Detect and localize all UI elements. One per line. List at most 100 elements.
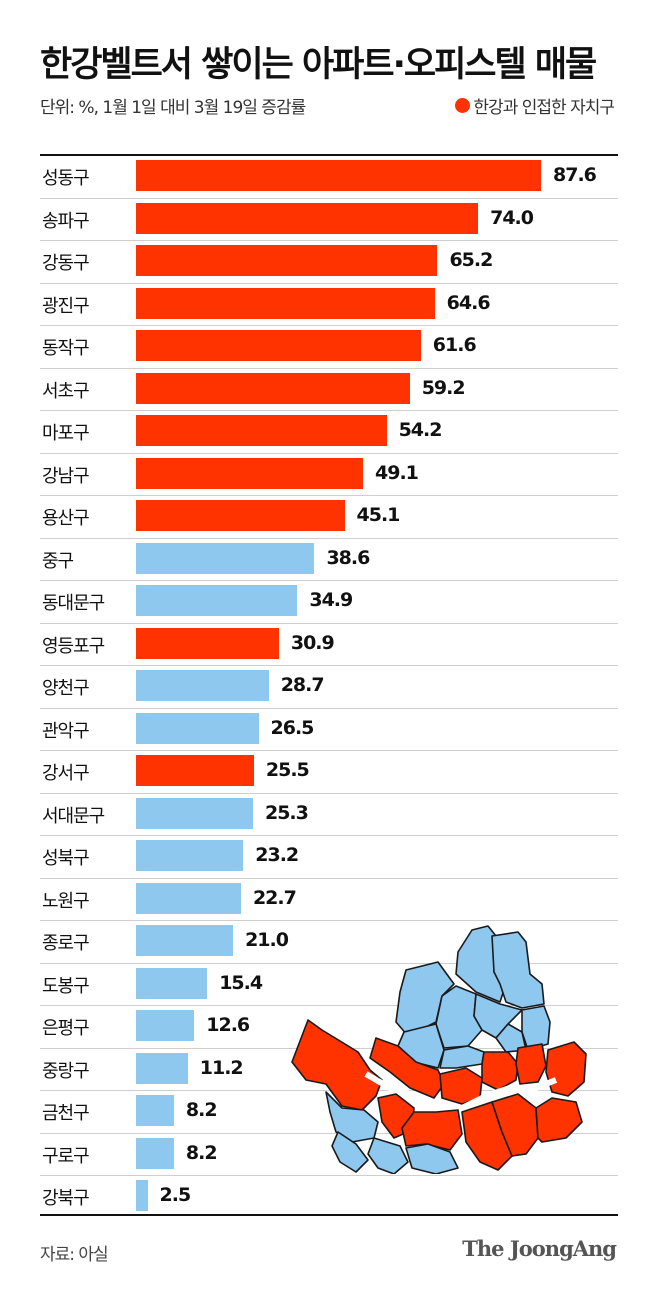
value-label: 11.2 (199, 1056, 244, 1079)
source-note: 자료: 아실 (40, 1245, 109, 1265)
value-label: 8.2 (185, 1099, 218, 1121)
value-label: 21.0 (245, 929, 289, 951)
value-label: 87.6 (553, 164, 597, 186)
bar-other (136, 1052, 188, 1084)
bar-other (136, 585, 298, 616)
category-label: 강남구 (42, 465, 90, 487)
category-label: 서초구 (42, 380, 90, 402)
bar-row: 종로구 21.0 (40, 921, 618, 964)
bar-other (136, 670, 269, 701)
bar-row: 노원구 22.7 (40, 879, 618, 921)
bar-row: 성동구 87.6 (40, 156, 618, 199)
bar-adjacent (136, 372, 410, 404)
bar-row: 송파구 74.0 (40, 199, 618, 241)
category-label: 성동구 (42, 168, 90, 189)
legend-dot-icon (455, 98, 471, 113)
category-label: 동대문구 (42, 593, 105, 614)
category-label: 중랑구 (42, 1060, 90, 1082)
bar-row: 중구 38.6 (40, 539, 618, 581)
bar-adjacent (136, 160, 541, 191)
bar-other (136, 967, 208, 999)
category-label: 송파구 (42, 210, 90, 232)
category-label: 종로구 (42, 933, 90, 954)
bar-row: 구로구 8.2 (40, 1134, 618, 1176)
brand-logo: The JoongAng (462, 1236, 617, 1261)
value-label: 59.2 (421, 376, 466, 399)
chart-subtitle: 단위: %, 1월 1일 대비 3월 19일 증감률 (40, 98, 306, 118)
bar-row: 동작구 61.6 (40, 326, 618, 369)
seoul-map-icon (291, 925, 587, 1174)
bar-other (136, 542, 315, 574)
bar-adjacent (136, 202, 479, 234)
bar-row: 서초구 59.2 (40, 369, 618, 411)
bar-row: 강동구 65.2 (40, 241, 618, 284)
value-label: 74.0 (490, 206, 534, 229)
value-label: 30.9 (290, 631, 335, 654)
bar-other (136, 1095, 174, 1126)
bar-adjacent (136, 330, 421, 361)
chart-title: 한강벨트서 쌓이는 아파트·오피스텔 매물 (40, 45, 597, 85)
value-label: 28.7 (280, 674, 325, 696)
bar-row: 강남구 49.1 (40, 454, 618, 496)
bar-chart: 성동구 87.6 송파구 74.0 강동구 65.2 광진구 64.6 동작구 61.6 서초구 59… (40, 156, 618, 1219)
bar-row: 동대문구 34.9 (40, 581, 618, 624)
category-label: 은평구 (42, 1018, 90, 1039)
category-label: 영등포구 (42, 635, 105, 657)
category-label: 중구 (42, 550, 74, 572)
value-label: 45.1 (356, 504, 401, 526)
bar-other (136, 712, 259, 744)
category-label: 도봉구 (42, 975, 90, 997)
bar-other (136, 1180, 148, 1211)
category-label: 마포구 (42, 423, 90, 444)
value-label: 23.2 (255, 844, 299, 866)
value-label: 15.4 (219, 971, 263, 994)
top-rule (40, 154, 618, 156)
value-label: 12.6 (206, 1014, 250, 1036)
category-label: 용산구 (42, 508, 90, 529)
bar-row: 서대문구 25.3 (40, 794, 618, 836)
bar-adjacent (136, 415, 387, 446)
category-label: 관악구 (42, 720, 90, 742)
bar-row: 강북구 2.5 (40, 1176, 618, 1219)
bar-row: 관악구 26.5 (40, 709, 618, 751)
bar-row: 강서구 25.5 (40, 751, 618, 794)
value-label: 25.5 (265, 759, 310, 781)
bar-other (136, 797, 253, 829)
value-label: 25.3 (264, 801, 309, 824)
bar-row: 용산구 45.1 (40, 496, 618, 539)
value-label: 26.5 (270, 716, 315, 739)
category-label: 구로구 (42, 1145, 90, 1167)
bar-other (136, 840, 244, 871)
value-label: 8.2 (185, 1141, 218, 1164)
value-label: 38.6 (326, 546, 370, 569)
bar-other (136, 925, 234, 956)
category-label: 동작구 (42, 338, 90, 359)
bar-row: 금천구 8.2 (40, 1091, 618, 1134)
bar-other (136, 1010, 195, 1041)
bar-row: 도봉구 15.4 (40, 964, 618, 1006)
value-label: 2.5 (159, 1184, 192, 1206)
bar-adjacent (136, 627, 279, 659)
bar-adjacent (136, 500, 345, 531)
bar-other (136, 1137, 174, 1169)
category-label: 강서구 (42, 763, 90, 784)
bar-other (136, 882, 241, 914)
value-label: 34.9 (309, 589, 353, 611)
category-label: 강동구 (42, 253, 90, 274)
bar-row: 양천구 28.7 (40, 666, 618, 709)
bar-row: 마포구 54.2 (40, 411, 618, 454)
bar-adjacent (136, 457, 363, 489)
value-label: 54.2 (398, 419, 443, 441)
value-label: 49.1 (375, 461, 419, 484)
bar-row: 성북구 23.2 (40, 836, 618, 879)
bar-row: 중랑구 11.2 (40, 1049, 618, 1091)
bottom-rule (40, 1214, 618, 1216)
value-label: 65.2 (449, 249, 493, 271)
category-label: 양천구 (42, 678, 90, 699)
bar-row: 광진구 64.6 (40, 284, 618, 326)
category-label: 서대문구 (42, 805, 105, 827)
bar-adjacent (136, 755, 254, 786)
bar-adjacent (136, 287, 435, 319)
category-label: 금천구 (42, 1103, 90, 1124)
value-label: 22.7 (252, 886, 297, 909)
